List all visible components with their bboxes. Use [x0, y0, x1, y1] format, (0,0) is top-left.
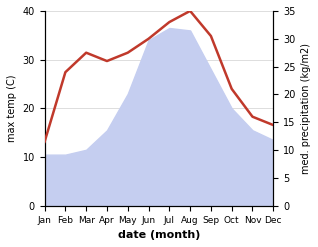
- Y-axis label: max temp (C): max temp (C): [7, 75, 17, 142]
- Y-axis label: med. precipitation (kg/m2): med. precipitation (kg/m2): [301, 43, 311, 174]
- X-axis label: date (month): date (month): [118, 230, 200, 240]
